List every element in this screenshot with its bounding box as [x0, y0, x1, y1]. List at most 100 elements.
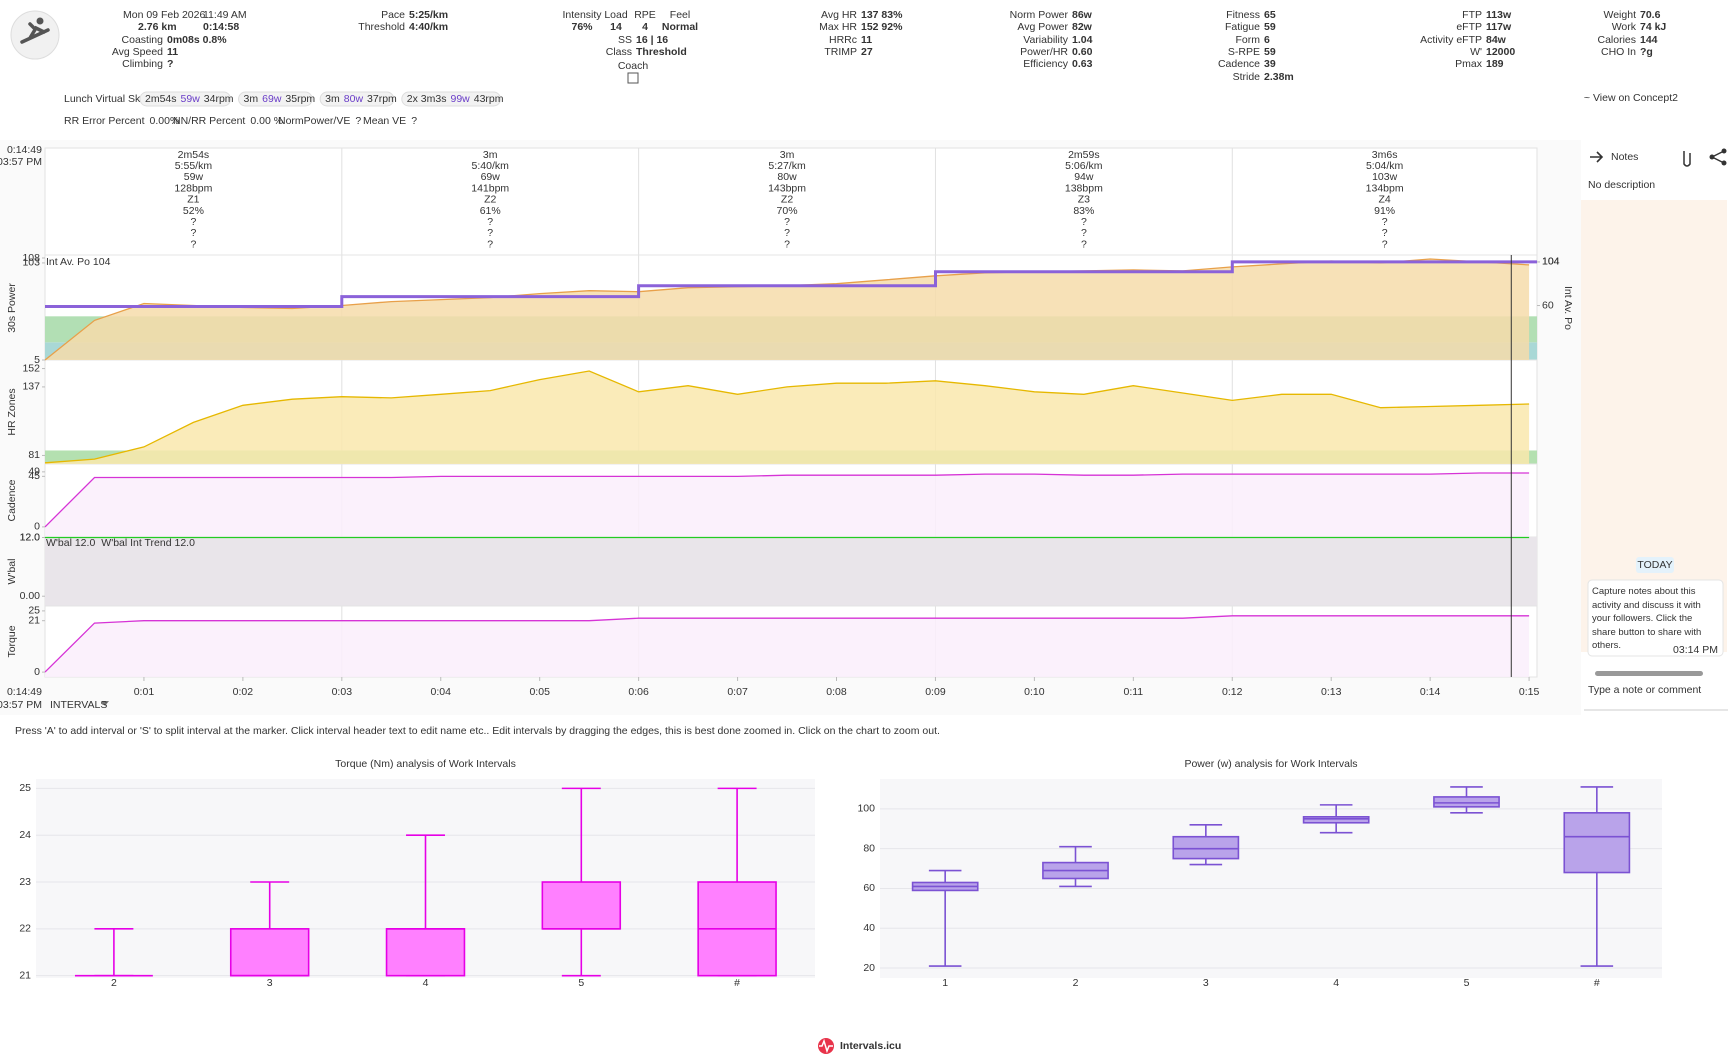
x-tick-label: 0:04 — [431, 686, 452, 698]
x-tick-label: 5 — [1464, 977, 1470, 989]
stat-value: 74 kJ — [1640, 21, 1666, 33]
note-bubble-bg — [1587, 579, 1724, 657]
stat-label: Avg Power — [1017, 21, 1068, 33]
interval-chip: 3m 69w 35rpm — [244, 93, 316, 105]
y-tick-label: 23 — [19, 876, 31, 888]
x-tick-label: 0:12 — [1222, 686, 1243, 698]
x-tick-label: 3 — [1203, 977, 1209, 989]
stat-label: HRRc — [829, 34, 857, 46]
y-tick-label: 104 — [1542, 256, 1560, 268]
stat-value: 27 — [861, 46, 873, 58]
logo-pulse — [819, 1038, 833, 1054]
y-tick-label: 24 — [19, 829, 31, 841]
interval-extra: ? — [1081, 238, 1087, 250]
x-tick-label: 4 — [1333, 977, 1339, 989]
panel-title: 30s Power — [6, 283, 18, 333]
interval-power: 103w — [1372, 171, 1398, 183]
interval-pace: 5:55/km — [175, 160, 213, 172]
summary-value: 0m08s 0.8% — [167, 34, 227, 46]
ski-glyph — [20, 22, 50, 44]
back-arrow[interactable] — [1590, 151, 1604, 163]
panel-legend: W'bal Int Trend 12.0 — [101, 537, 195, 549]
interval-pace: 5:40/km — [472, 160, 510, 172]
pace-label: Pace — [381, 9, 405, 21]
scrollbar[interactable] — [1595, 671, 1703, 676]
load-value: 76% — [571, 21, 593, 33]
stat-value: 59 — [1264, 46, 1276, 58]
stat-value: 6 — [1264, 34, 1270, 46]
interval-zone: Z4 — [1379, 194, 1391, 206]
y-tick-label: 21 — [28, 614, 40, 626]
interval-power: 80w — [777, 171, 797, 183]
x-tick-label: 2 — [111, 977, 117, 989]
y-tick-label: 40 — [863, 922, 875, 934]
notes-feed — [1581, 200, 1727, 652]
stat-value: 0.60 — [1072, 46, 1093, 58]
help-text: Press 'A' to add interval or 'S' to spli… — [15, 725, 940, 737]
external-link[interactable]: ~ View on Concept2 — [1584, 92, 1678, 104]
stat-label: Calories — [1597, 34, 1636, 46]
share-dot — [1709, 154, 1715, 160]
load-value: Normal — [662, 21, 698, 33]
x-tick-label: 5 — [578, 977, 584, 989]
summary-label: Climbing — [122, 58, 163, 70]
y-tick-label: 25 — [28, 605, 40, 617]
chip-bg[interactable] — [401, 91, 502, 107]
interval-percent: 91% — [1374, 205, 1395, 217]
hrv-label: Mean VE — [363, 115, 406, 127]
summary-label: Coasting — [122, 34, 164, 46]
intervals-menu[interactable]: INTERVALS — [50, 699, 107, 711]
x-tick-label: 4 — [423, 977, 429, 989]
stat-value: 189 — [1486, 58, 1504, 70]
pace-label: Threshold — [358, 21, 405, 33]
note-input[interactable]: Type a note or comment — [1588, 684, 1701, 696]
today-chip — [1636, 557, 1674, 573]
menu-caret[interactable] — [101, 701, 109, 706]
stat-label: Stride — [1233, 71, 1261, 83]
hrv-label: NN/RR Percent — [173, 115, 245, 127]
load-value: 4 — [642, 21, 648, 33]
interval-extra: ? — [1382, 216, 1388, 228]
trace-line — [44, 472, 1530, 528]
chip-duration: 2m54s — [145, 93, 177, 105]
x-tick-label: 1 — [942, 977, 948, 989]
x-tick-label: 0:03 — [332, 686, 353, 698]
stat-label: W' — [1470, 46, 1482, 58]
trace-line — [44, 615, 1530, 673]
y-tick-label: 137 — [22, 381, 40, 393]
interval-extra: ? — [190, 227, 196, 239]
interval-duration: 3m — [780, 149, 795, 161]
interval-extra: ? — [190, 216, 196, 228]
ski-head — [36, 17, 44, 25]
box — [1172, 835, 1240, 860]
box — [541, 881, 622, 930]
box-title: Torque (Nm) analysis of Work Intervals — [335, 758, 516, 770]
interval-extra: ? — [1081, 216, 1087, 228]
y-tick-label: 104 — [1542, 256, 1560, 268]
chip-power: 59w — [181, 93, 201, 105]
stat-label: Form — [1236, 34, 1261, 46]
interval-extra: ? — [784, 216, 790, 228]
chip-bg[interactable] — [319, 91, 395, 107]
box — [229, 928, 310, 977]
load-label: Load — [604, 9, 628, 21]
today-label: TODAY — [1637, 559, 1672, 571]
interval-duration: 2m54s — [178, 149, 210, 161]
coach-checkbox[interactable] — [627, 72, 639, 84]
stat-label: Max HR — [819, 21, 857, 33]
panel-title: W'bal — [6, 559, 18, 585]
attach-icon[interactable] — [1683, 151, 1691, 167]
cursor-time: 0:14:49 — [7, 144, 42, 156]
panel-legend: Int Av. Po 104 — [46, 256, 111, 268]
interval-extra: ? — [487, 227, 493, 239]
interval-chip: 3m 80w 37rpm — [325, 93, 397, 105]
interval-chip: 2x 3m3s 99w 43rpm — [407, 93, 504, 105]
stat-label: Pmax — [1455, 58, 1483, 70]
chip-bg[interactable] — [238, 91, 313, 107]
x-tick-label: 0:11 — [1123, 686, 1143, 698]
y-tick-label: 108 — [22, 252, 40, 264]
chip-bg[interactable] — [139, 91, 232, 107]
trace-area — [45, 259, 1530, 360]
duration: 0:14:58 — [203, 21, 239, 33]
